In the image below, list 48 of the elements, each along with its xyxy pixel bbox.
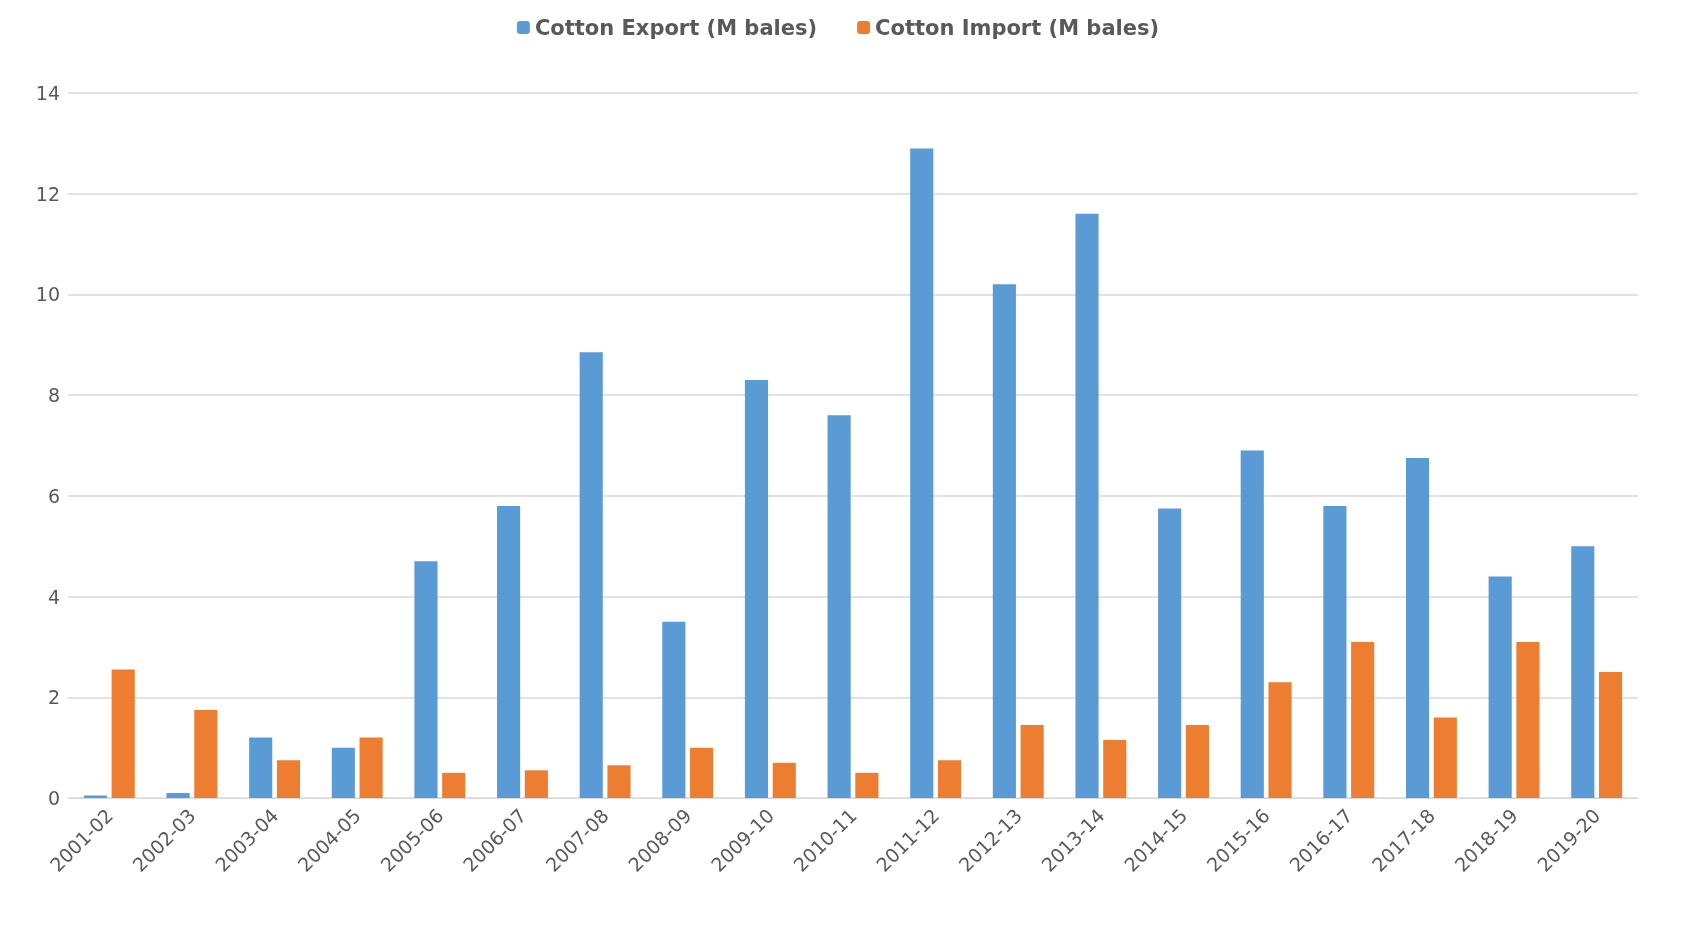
bar (579, 352, 603, 798)
bar (1323, 505, 1347, 798)
bar (497, 505, 521, 798)
bar (524, 770, 548, 798)
bar (331, 747, 355, 798)
bar (1103, 740, 1127, 798)
bar (607, 765, 631, 798)
bar (249, 737, 273, 798)
y-tick-label: 0 (47, 787, 60, 809)
legend-label: Cotton Import (M bales) (875, 15, 1160, 40)
bar (166, 792, 190, 798)
bar (359, 737, 383, 798)
bar (744, 380, 769, 798)
bar (1158, 508, 1182, 798)
y-tick-label: 10 (35, 283, 60, 306)
bar (1405, 458, 1430, 798)
bar (442, 772, 466, 798)
bar (992, 284, 1016, 798)
bar (1571, 546, 1595, 798)
y-tick-label: 2 (47, 686, 60, 709)
bar (1599, 672, 1623, 798)
bar (1488, 576, 1512, 798)
bar (194, 709, 218, 798)
y-tick-label: 6 (47, 484, 60, 507)
y-tick-label: 14 (35, 82, 60, 104)
bar (1268, 682, 1292, 798)
bar (1351, 641, 1375, 798)
y-tick-label: 8 (47, 384, 60, 407)
bar (111, 669, 135, 798)
bar (1075, 213, 1099, 798)
bar (1020, 724, 1044, 798)
bar (83, 795, 107, 798)
bar (772, 762, 796, 798)
bar (276, 760, 301, 798)
bar (1516, 641, 1540, 798)
bar (855, 772, 879, 798)
y-tick-label: 4 (47, 585, 60, 608)
bar (1240, 450, 1264, 798)
bar (1433, 717, 1457, 798)
bar (414, 561, 438, 798)
bar (910, 148, 934, 798)
bar (827, 415, 851, 798)
bar (1185, 724, 1209, 798)
bar (937, 760, 962, 798)
legend-label: Cotton Export (M bales) (534, 15, 818, 40)
bar (662, 621, 686, 798)
bar (690, 747, 714, 798)
y-tick-label: 12 (35, 182, 60, 205)
